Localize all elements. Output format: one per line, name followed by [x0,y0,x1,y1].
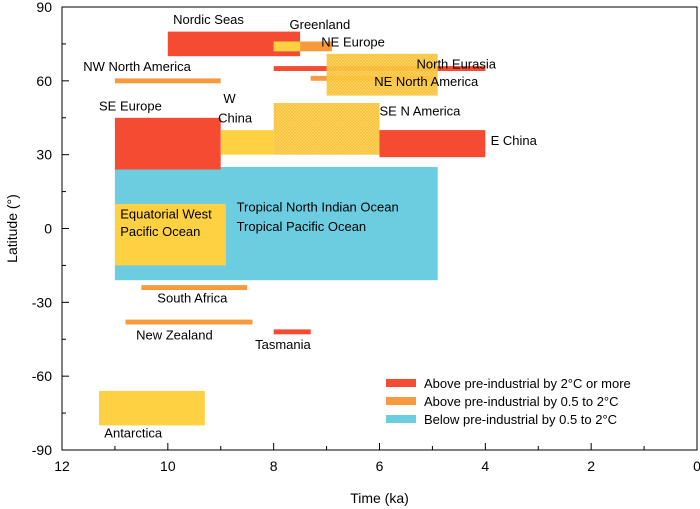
legend-swatch [386,415,416,423]
legend-swatch [386,379,416,387]
region-label: NE Europe [321,34,385,49]
y-tick-label: -90 [32,442,52,458]
y-axis-label: Latitude (°) [4,194,20,263]
axes-layer: 12 10 8 6 4 2 0 90 60 30 0 -30 -60 -90 Time (ka) Latitu… [4,0,700,506]
region-label: NW North America [83,59,191,74]
x-tick-label: 10 [160,458,176,474]
y-tick-label: -30 [32,294,52,310]
region-label: Tropical North Indian Ocean [237,199,399,214]
region-label: E China [491,133,538,148]
legend-label: Above pre-industrial by 2°C or more [424,376,631,391]
region-label: Antarctica [104,426,163,441]
legend-label: Above pre-industrial by 0.5 to 2°C [424,394,619,409]
bar-new-zealand [125,319,253,325]
y-tick-label: 0 [44,221,52,237]
legend-swatch [386,397,416,405]
region-label: New Zealand [136,327,213,342]
x-tick-label: 6 [376,458,384,474]
region-label: SE Europe [99,98,162,113]
region-label: Nordic Seas [173,12,244,27]
bar-se-n-america [273,103,380,155]
x-tick-label: 12 [54,458,70,474]
bar-antarctica [99,390,205,426]
region-label: SE N America [380,103,462,118]
x-tick-label: 8 [270,458,278,474]
region-label: Tropical Pacific Ocean [237,219,367,234]
region-label: Tasmania [255,337,311,352]
y-tick-label: 30 [36,147,52,163]
bar-tasmania [273,329,311,335]
region-label: Pacific Ocean [120,224,200,239]
legend: Above pre-industrial by 2°C or more Above… [386,376,631,427]
region-label: Equatorial West [120,207,212,222]
y-tick-label: -60 [32,368,52,384]
bar-equatorial [114,203,226,266]
bar-ne-europe [273,41,332,52]
bar-e-china [379,130,486,158]
y-tick-label: 60 [36,73,52,89]
region-label: Greenland [290,17,351,32]
legend-label: Below pre-industrial by 0.5 to 2°C [424,412,617,427]
x-tick-label: 0 [693,458,700,474]
labels-layer: Nordic Seas Greenland NE Europe North Euras… [83,12,537,441]
bar-greenland [273,41,301,52]
bar-nw-north-america [114,78,221,84]
x-tick-label: 2 [587,458,595,474]
bar-ne-north-america-box [326,53,438,96]
bar-south-africa [141,285,248,290]
region-label: South Africa [157,290,228,305]
region-label: North Eurasia [417,57,497,72]
bar-w-china [220,130,274,155]
x-axis-label: Time (ka) [350,490,409,506]
region-label: W [223,91,236,106]
bars-layer [99,31,486,426]
y-tick-label: 90 [36,0,52,15]
x-tick-label: 4 [481,458,489,474]
region-label: NE North America [374,74,479,89]
bar-se-europe [114,117,221,170]
region-label: China [218,111,253,126]
